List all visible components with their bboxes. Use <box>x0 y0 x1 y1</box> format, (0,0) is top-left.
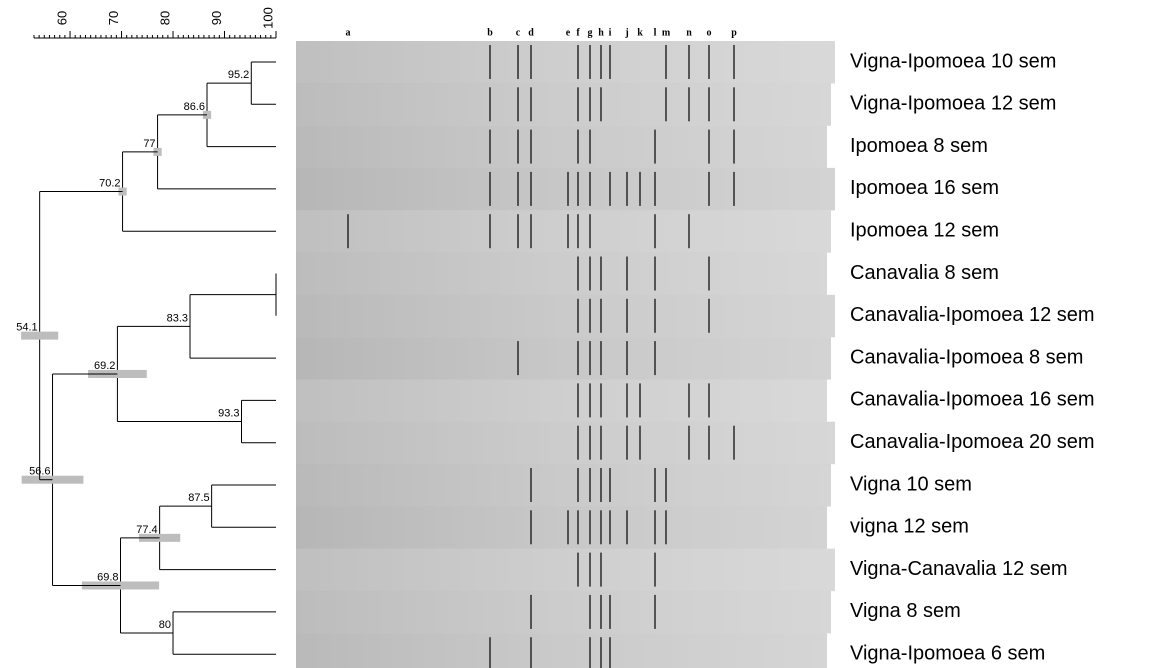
gel-lane <box>296 549 835 592</box>
band-letter: e <box>566 27 571 38</box>
leaf-label: Vigna 10 sem <box>850 473 972 495</box>
leaf-label: Canavalia-Ipomoea 20 sem <box>850 431 1095 453</box>
x-tick-label: 100 <box>260 7 275 29</box>
band-letter: h <box>598 27 604 38</box>
leaf-label: Ipomoea 8 sem <box>850 135 988 157</box>
leaf-label: Vigna-Ipomoea 6 sem <box>850 642 1045 664</box>
gel-lane <box>296 41 835 84</box>
band-letter: c <box>516 27 521 38</box>
gel-lane <box>296 295 835 338</box>
node-label: 95.2 <box>228 69 249 81</box>
gel-lane <box>296 253 827 296</box>
band-letter: d <box>528 27 534 38</box>
leaf-label: Canavalia-Ipomoea 12 sem <box>850 304 1095 326</box>
gel-lane <box>296 506 827 549</box>
band-letter: i <box>609 27 612 38</box>
gel-lane <box>296 591 831 634</box>
figure: 60 70 80 90 100 a b cd efghi jklm n o p Vigna-Ipomoea… <box>0 0 1161 668</box>
band-letter: j <box>624 27 628 38</box>
gel-lane <box>296 126 827 169</box>
leaf-label: vigna 12 sem <box>850 516 969 538</box>
node-label: 54.1 <box>16 322 37 334</box>
band-letter: p <box>731 27 737 38</box>
gel-lane <box>296 168 835 211</box>
band-letter: o <box>707 27 712 38</box>
band-letter: g <box>588 27 593 38</box>
band-letter: l <box>654 27 657 38</box>
gel-lane <box>296 210 831 253</box>
band-letter: a <box>346 27 351 38</box>
node-label: 69.2 <box>94 360 115 372</box>
leaf-label: Vigna-Ipomoea 10 sem <box>850 50 1056 72</box>
node-label: 93.3 <box>218 407 239 419</box>
node-label: 69.8 <box>97 571 118 583</box>
gel-lane <box>296 464 831 507</box>
x-tick-label: 70 <box>106 11 121 25</box>
node-label: 70.2 <box>99 177 120 189</box>
x-tick-label: 60 <box>54 11 69 25</box>
node-label: 80 <box>159 619 171 631</box>
band-letter: f <box>576 27 580 38</box>
node-label: 77 <box>143 138 155 150</box>
band-letter: n <box>686 27 692 38</box>
node-label: 87.5 <box>188 492 209 504</box>
leaf-label: Vigna-Ipomoea 12 sem <box>850 93 1056 115</box>
gel-lane <box>296 337 831 380</box>
gel-lane <box>296 422 835 465</box>
band-letter: b <box>487 27 493 38</box>
band-letter: m <box>662 27 671 38</box>
leaf-label: Ipomoea 12 sem <box>850 219 999 241</box>
gel-lane <box>296 83 831 126</box>
band-letter: k <box>637 27 643 38</box>
leaf-label: Vigna-Canavalia 12 sem <box>850 558 1068 580</box>
x-tick-label: 80 <box>157 11 172 25</box>
leaf-label: Canavalia-Ipomoea 16 sem <box>850 389 1095 411</box>
leaf-label: Ipomoea 16 sem <box>850 177 999 199</box>
gel-lane <box>296 633 827 668</box>
node-label: 86.6 <box>184 101 205 113</box>
x-tick-label: 90 <box>209 11 224 25</box>
gel-lane <box>296 379 827 422</box>
node-label: 77.4 <box>136 524 157 536</box>
leaf-label: Canavalia 8 sem <box>850 262 999 284</box>
leaf-label: Vigna 8 sem <box>850 600 961 622</box>
leaf-label: Canavalia-Ipomoea 8 sem <box>850 346 1083 368</box>
node-label: 83.3 <box>167 312 188 324</box>
